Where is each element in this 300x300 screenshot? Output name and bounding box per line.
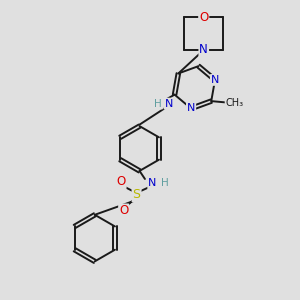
Text: S: S xyxy=(133,188,141,201)
Text: N: N xyxy=(164,99,173,109)
Text: N: N xyxy=(200,44,208,56)
Text: N: N xyxy=(211,75,219,85)
Text: N: N xyxy=(148,178,157,188)
Text: H: H xyxy=(161,178,169,188)
Text: O: O xyxy=(199,11,208,24)
Text: O: O xyxy=(116,175,126,188)
Text: O: O xyxy=(119,204,128,218)
Text: CH₃: CH₃ xyxy=(226,98,244,108)
Text: H: H xyxy=(154,99,162,109)
Text: N: N xyxy=(187,103,195,113)
